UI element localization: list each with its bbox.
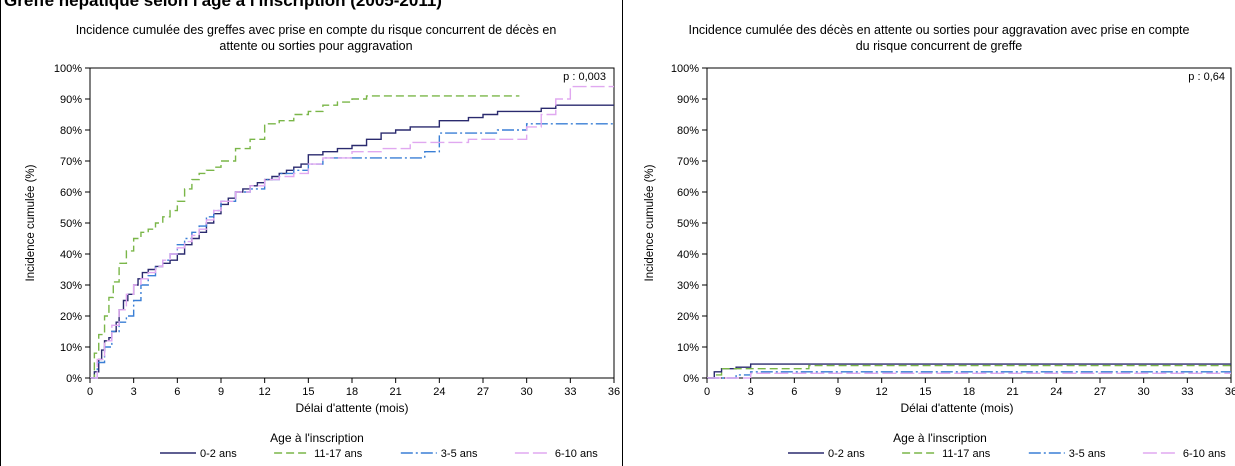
series-line-3-5-ans <box>90 123 614 379</box>
x-tick-label: 3 <box>748 386 754 398</box>
legend: 0-2 ans 11-17 ans 3-5 ans 6-10 ans <box>788 448 1226 460</box>
legend-label: 6-10 ans <box>1183 448 1226 460</box>
x-tick-label: 33 <box>564 386 576 398</box>
x-tick-label: 24 <box>1050 386 1062 398</box>
x-tick-label: 21 <box>1007 386 1019 398</box>
y-tick-label: 100% <box>671 63 699 75</box>
series-line-0-2-ans <box>90 104 614 379</box>
chart-title-line-2: attente ou sorties pour aggravation <box>219 39 412 53</box>
y-tick-label: 70% <box>677 156 699 168</box>
y-tick-label: 70% <box>60 156 82 168</box>
y-tick-label: 90% <box>60 94 82 106</box>
x-tick-label: 0 <box>704 386 710 398</box>
axes-layer: 0 3 6 9 12 15 18 21 24 27 30 33 360%10%20%30%40%50%6… <box>671 63 1235 398</box>
axes-layer: 0 3 6 9 12 15 18 21 24 27 30 33 360%10%20%30%40%50%6… <box>54 63 620 398</box>
y-tick-label: 100% <box>54 63 82 75</box>
legend-label: 3-5 ans <box>1069 448 1106 460</box>
panel-divider <box>622 0 623 466</box>
page-title: Greffe hépatique selon l'âge à l'inscrip… <box>4 0 442 10</box>
y-tick-label: 50% <box>677 218 699 230</box>
x-tick-label: 30 <box>521 386 533 398</box>
y-tick-label: 10% <box>60 342 82 354</box>
legend-label: 3-5 ans <box>441 448 478 460</box>
series-line-6-10-ans <box>90 85 614 379</box>
y-tick-label: 60% <box>60 187 82 199</box>
x-tick-label: 6 <box>174 386 180 398</box>
x-axis-label: Délai d'attente (mois) <box>295 401 408 415</box>
plot-area <box>706 67 1232 379</box>
p-value-annotation: p : 0,64 <box>1188 71 1225 83</box>
series-line-3-5-ans <box>707 371 1231 379</box>
chart-death-incidence: Incidence cumulée des décès en attente o… <box>644 23 1235 460</box>
y-tick-label: 0% <box>66 373 82 385</box>
x-tick-label: 12 <box>876 386 888 398</box>
legend-label: 11-17 ans <box>314 448 363 460</box>
legend-title: Age à l'inscription <box>893 431 987 445</box>
legend-label: 0-2 ans <box>828 448 865 460</box>
panel-border-left <box>0 0 1 466</box>
x-tick-label: 30 <box>1138 386 1150 398</box>
y-tick-label: 40% <box>677 249 699 261</box>
x-tick-label: 24 <box>433 386 445 398</box>
y-tick-label: 0% <box>683 373 699 385</box>
y-tick-label: 20% <box>677 311 699 323</box>
x-tick-label: 9 <box>218 386 224 398</box>
x-tick-label: 18 <box>963 386 975 398</box>
x-tick-label: 27 <box>1094 386 1106 398</box>
x-tick-label: 27 <box>477 386 489 398</box>
x-tick-label: 3 <box>131 386 137 398</box>
y-axis-label: Incidence cumulée (%) <box>644 164 656 281</box>
y-tick-label: 40% <box>60 249 82 261</box>
y-tick-label: 30% <box>677 280 699 292</box>
chart-title-line-2: du risque concurrent de greffe <box>856 39 1023 53</box>
y-tick-label: 80% <box>60 125 82 137</box>
series-line-11-17-ans <box>707 364 1231 379</box>
legend: 0-2 ans 11-17 ans 3-5 ans 6-10 ans <box>160 448 598 460</box>
chart-title-line-1: Incidence cumulée des greffes avec prise… <box>76 23 557 37</box>
y-tick-label: 20% <box>60 311 82 323</box>
x-tick-label: 0 <box>87 386 93 398</box>
x-tick-label: 21 <box>390 386 402 398</box>
series-layer <box>707 363 1231 379</box>
series-line-11-17-ans <box>90 95 520 379</box>
y-tick-label: 10% <box>677 342 699 354</box>
x-tick-label: 9 <box>835 386 841 398</box>
p-value-annotation: p : 0,003 <box>563 71 606 83</box>
series-line-6-10-ans <box>707 372 1231 379</box>
x-tick-label: 6 <box>791 386 797 398</box>
plot-area <box>89 67 615 379</box>
x-tick-label: 12 <box>259 386 271 398</box>
legend-label: 11-17 ans <box>942 448 991 460</box>
x-axis-label: Délai d'attente (mois) <box>900 401 1013 415</box>
x-tick-label: 36 <box>608 386 620 398</box>
y-tick-label: 90% <box>677 94 699 106</box>
legend-label: 6-10 ans <box>555 448 598 460</box>
y-tick-label: 30% <box>60 280 82 292</box>
series-layer <box>90 85 614 379</box>
y-tick-label: 60% <box>677 187 699 199</box>
x-tick-label: 15 <box>302 386 314 398</box>
y-axis-label: Incidence cumulée (%) <box>25 164 37 281</box>
y-tick-label: 80% <box>677 125 699 137</box>
x-tick-label: 33 <box>1181 386 1193 398</box>
chart-graft-incidence: Incidence cumulée des greffes avec prise… <box>25 23 620 460</box>
x-tick-label: 15 <box>919 386 931 398</box>
legend-title: Age à l'inscription <box>270 431 364 445</box>
y-tick-label: 50% <box>60 218 82 230</box>
x-tick-label: 36 <box>1225 386 1235 398</box>
chart-title-line-1: Incidence cumulée des décès en attente o… <box>688 23 1189 37</box>
x-tick-label: 18 <box>346 386 358 398</box>
legend-label: 0-2 ans <box>200 448 237 460</box>
